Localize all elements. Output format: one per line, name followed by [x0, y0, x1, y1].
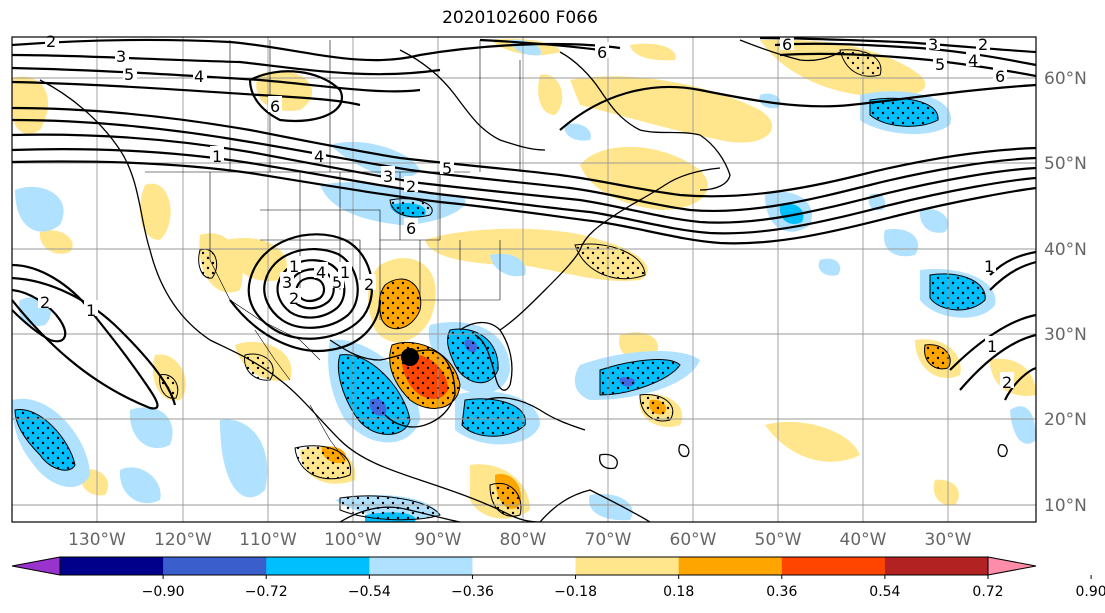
contour-label: 3	[116, 47, 126, 66]
colorbar-tick-label: 0.72	[972, 584, 1003, 600]
lat-label: 40°N	[1044, 240, 1087, 260]
lon-label: 100°W	[324, 530, 382, 550]
colorbar-tick-label: −0.90	[142, 584, 185, 600]
contour-label: 1	[984, 257, 994, 276]
contour-label: 6	[782, 35, 792, 54]
colorbar-cell	[781, 557, 886, 575]
significance-stippling	[14, 49, 986, 521]
colorbar-cell	[472, 557, 577, 575]
contour-label: 1	[86, 301, 96, 320]
map-grid	[12, 37, 1036, 522]
colorbar-tick-label: 0.36	[766, 584, 797, 600]
chart-title: 2020102600 F066	[442, 8, 598, 28]
contour-label: 1	[340, 263, 350, 282]
lat-label: 60°N	[1044, 69, 1087, 89]
contour-label: 6	[597, 43, 607, 62]
colorbar-cell	[678, 557, 783, 575]
contour-lines	[12, 37, 1036, 410]
contour-label: 1	[987, 337, 997, 356]
storm-center-marker	[401, 348, 419, 366]
contour-label: 5	[332, 273, 342, 292]
longitude-labels: 130°W 120°W 110°W 100°W 90°W 80°W 70°W 6…	[68, 530, 972, 550]
contour-label: 3	[282, 273, 292, 292]
contour-label: 2	[40, 293, 50, 312]
lon-label: 90°W	[415, 530, 462, 550]
colorbar-tick-label: −0.18	[554, 584, 597, 600]
contour-label: 2	[364, 275, 374, 294]
contour-label: 6	[995, 67, 1005, 86]
colorbar-tick-label: −0.36	[451, 584, 494, 600]
lon-label: 120°W	[154, 530, 212, 550]
colorbar-right-extension	[987, 556, 1037, 576]
map-frame	[11, 36, 1037, 523]
lon-label: 130°W	[68, 530, 126, 550]
lat-label: 30°N	[1044, 325, 1087, 345]
contour-label: 2	[978, 35, 988, 54]
contour-label: 5	[935, 55, 945, 74]
lon-label: 50°W	[755, 530, 802, 550]
lat-label: 10°N	[1044, 496, 1087, 516]
contour-label: 3	[383, 167, 393, 186]
colorbar-cell	[369, 557, 473, 575]
contour-label: 1	[212, 147, 222, 166]
contour-label: 5	[124, 65, 134, 84]
contour-label: 2	[1002, 373, 1012, 392]
contour-label: 4	[314, 147, 324, 166]
lon-label: 70°W	[585, 530, 632, 550]
colorbar-tick-label: −0.72	[245, 584, 288, 600]
colorbar: −0.90 −0.72 −0.54 −0.36 −0.18 0.18 0.36 0.54 0.7…	[11, 556, 1105, 600]
contour-label: 4	[968, 51, 978, 70]
contour-label: 6	[270, 97, 280, 116]
lon-label: 110°W	[239, 530, 297, 550]
colorbar-cell	[884, 557, 989, 575]
colorbar-cell	[60, 557, 164, 575]
contour-label: 4	[194, 67, 204, 86]
contour-label: 3	[928, 35, 938, 54]
colorbar-tick-label: 0.54	[869, 584, 900, 600]
colorbar-cell	[266, 557, 370, 575]
colorbar-tick-label: 0.90	[1076, 584, 1105, 600]
lon-label: 30°W	[925, 530, 972, 550]
contour-label: 4	[316, 263, 326, 282]
coastlines	[39, 39, 1008, 522]
latitude-labels: 60°N 50°N 40°N 30°N 20°N 10°N	[1044, 69, 1087, 516]
contour-label: 2	[289, 289, 299, 308]
contour-label: 2	[406, 177, 416, 196]
lat-label: 50°N	[1044, 154, 1087, 174]
contour-label: 2	[46, 32, 56, 51]
contour-label: 6	[406, 219, 416, 238]
lon-label: 40°W	[840, 530, 887, 550]
colorbar-cell	[575, 557, 680, 575]
colorbar-left-extension	[11, 556, 61, 576]
lon-label: 60°W	[670, 530, 717, 550]
colorbar-tick-label: −0.54	[348, 584, 391, 600]
contour-label: 5	[442, 159, 452, 178]
lon-label: 80°W	[500, 530, 547, 550]
lat-label: 20°N	[1044, 410, 1087, 430]
colorbar-cell	[163, 557, 267, 575]
contour-label: 1	[289, 257, 299, 276]
colorbar-tick-label: 0.18	[663, 584, 694, 600]
